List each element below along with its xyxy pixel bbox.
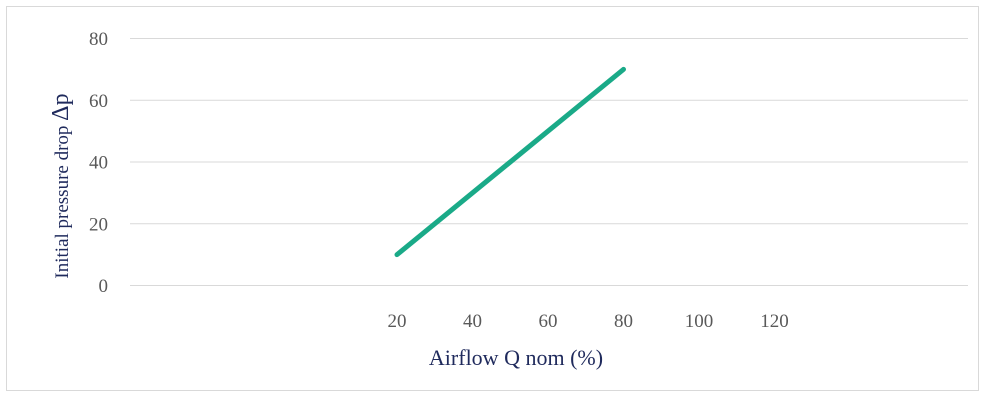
y-tick-label: 40 — [89, 153, 108, 174]
gridlines — [130, 38, 968, 286]
y-axis-title-text: Initial pressure drop — [52, 121, 73, 279]
x-tick-label: 60 — [539, 311, 558, 332]
y-axis-ticks: 0 20 40 60 80 — [89, 29, 108, 297]
y-axis-title-symbol: Δp — [48, 93, 74, 120]
series-group — [394, 66, 626, 258]
x-axis-ticks: 20 40 60 80 100 120 — [388, 311, 789, 332]
chart-frame — [6, 6, 979, 391]
x-tick-label: 80 — [614, 311, 633, 332]
y-tick-label: 0 — [99, 276, 109, 297]
y-tick-label: 80 — [89, 29, 108, 50]
x-tick-label: 40 — [463, 311, 482, 332]
series-line — [394, 66, 626, 258]
x-tick-label: 120 — [760, 311, 789, 332]
y-tick-label: 20 — [89, 214, 108, 235]
y-tick-label: 60 — [89, 91, 108, 112]
y-axis-title: Initial pressure drop Δp — [48, 93, 74, 278]
x-axis-title: Airflow Q nom (%) — [429, 345, 603, 370]
x-tick-label: 20 — [388, 311, 407, 332]
x-tick-label: 100 — [685, 311, 714, 332]
